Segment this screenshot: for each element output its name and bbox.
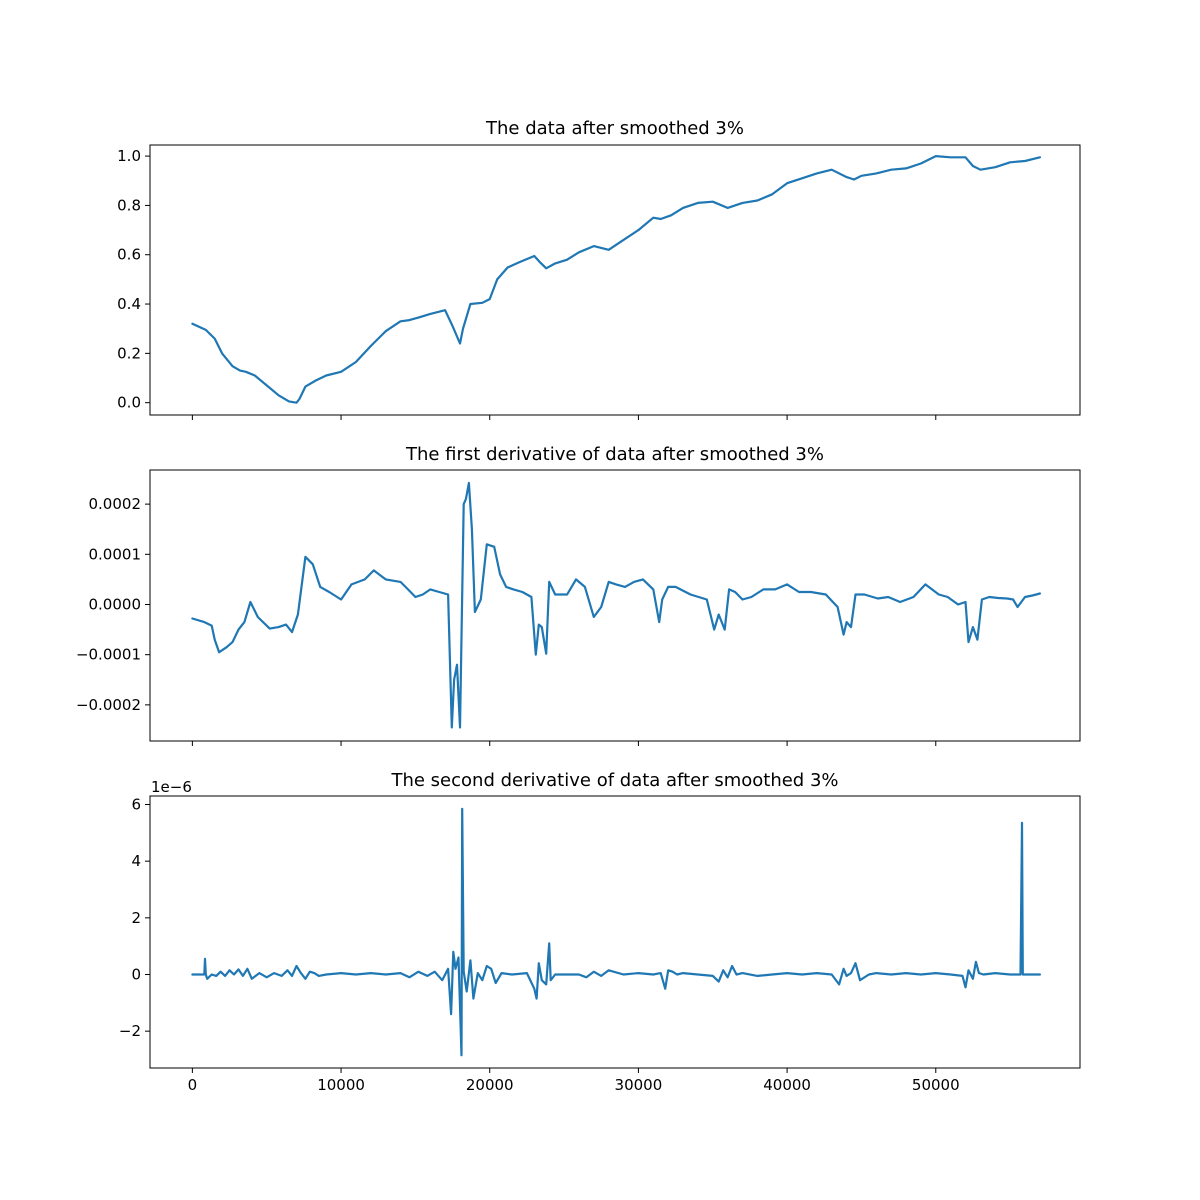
y-tick-label: −0.0002 <box>76 696 141 714</box>
y-tick-label: 0.0000 <box>89 595 142 613</box>
y-tick-label: 0.2 <box>117 344 141 362</box>
subplot-second-derivative: The second derivative of data after smoo… <box>119 770 1081 1095</box>
series-line <box>191 155 1042 404</box>
chart-title: The second derivative of data after smoo… <box>390 770 838 791</box>
y-tick-label: 2 <box>131 909 141 927</box>
y-tick-label: −0.0001 <box>76 646 141 664</box>
axes-frame <box>149 795 1081 1069</box>
plot-area <box>191 807 1042 1057</box>
x-tick-label: 0 <box>188 1076 198 1094</box>
y-tick-label: 6 <box>131 796 141 814</box>
x-tick-label: 30000 <box>615 1076 663 1094</box>
y-tick-label: 4 <box>131 852 141 870</box>
y-tick-label: 0.4 <box>117 295 141 313</box>
y-tick-label: 0.6 <box>117 246 141 264</box>
subplot-first-derivative: The first derivative of data after smoot… <box>76 444 1081 746</box>
axes-frame <box>149 469 1081 742</box>
axes-frame <box>149 144 1081 416</box>
y-tick-label: 1.0 <box>117 147 141 165</box>
subplot-smoothed-data: The data after smoothed 3% 0.00.20.40.60… <box>117 118 1081 420</box>
y-tick-label: 0.0 <box>117 394 141 412</box>
x-tick-label: 40000 <box>763 1076 811 1094</box>
y-tick-label: 0 <box>131 966 141 984</box>
tick-group: 0 10000 20000 30000 40000 50000 −2 0 2 4 6 <box>119 796 960 1095</box>
x-tick-label: 10000 <box>317 1076 365 1094</box>
chart-title: The data after smoothed 3% <box>485 118 744 139</box>
x-tick-label: 50000 <box>912 1076 960 1094</box>
y-tick-label: 0.0002 <box>89 495 142 513</box>
plot-area <box>191 155 1042 404</box>
series-line <box>191 807 1042 1057</box>
y-tick-label: 0.0001 <box>89 545 142 563</box>
x-tick-label: 20000 <box>466 1076 514 1094</box>
tick-group: 0.0 0.2 0.4 0.6 0.8 1.0 <box>117 147 937 420</box>
y-offset-label: 1e−6 <box>151 778 192 796</box>
y-tick-label: −2 <box>119 1022 141 1040</box>
chart-title: The first derivative of data after smoot… <box>405 444 824 465</box>
series-line <box>191 481 1042 729</box>
plot-area <box>191 481 1042 729</box>
tick-group: −0.0002 −0.0001 0.0000 0.0001 0.0002 <box>76 495 937 746</box>
y-tick-label: 0.8 <box>117 196 141 214</box>
